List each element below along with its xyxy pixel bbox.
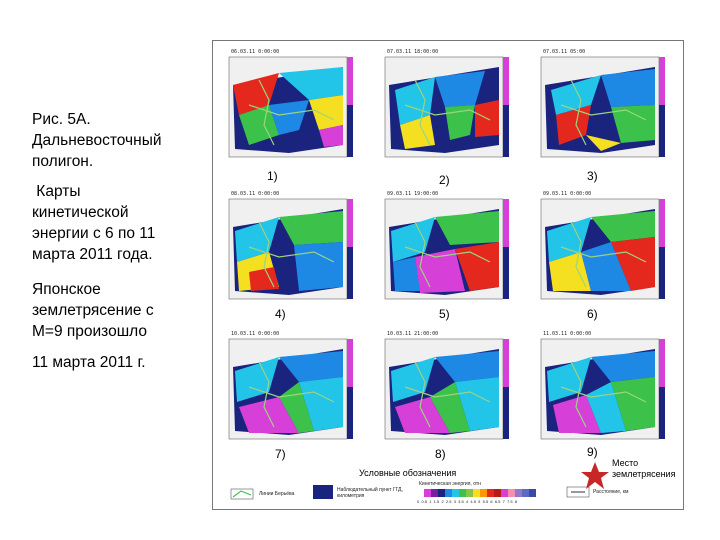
caption-line: марта 2011 года. bbox=[32, 246, 153, 263]
panel-date: 11.03.11 0:00:00 bbox=[543, 331, 591, 337]
panel-number: 1) bbox=[267, 169, 278, 183]
legend-observation-label: Наблюдательный пункт ГГД, километрия bbox=[337, 487, 403, 499]
legend-distance-label: Расстояние, км bbox=[593, 489, 629, 495]
map-panel: 07.03.11 05:00 3) bbox=[531, 45, 673, 183]
legend-title: Условные обозначения bbox=[359, 468, 457, 478]
panel-date: 07.03.11 18:00:00 bbox=[387, 49, 438, 55]
caption-line: 11 марта 2011 г. bbox=[32, 354, 146, 371]
caption-line: полигон. bbox=[32, 153, 94, 170]
caption-line: М=9 произошло bbox=[32, 323, 148, 340]
map-panel: 09.03.11 0:00:00 6) bbox=[531, 187, 673, 321]
energy-map-8: 10.03.11 21:00:00 bbox=[384, 331, 509, 440]
panel-number: 9) bbox=[587, 445, 598, 459]
panel-number: 2) bbox=[439, 173, 450, 187]
caption-line: Рис. 5А. bbox=[32, 111, 91, 128]
energy-map-7: 10.03.11 0:00:00 bbox=[228, 331, 353, 440]
caption-line: землетрясение с bbox=[32, 302, 154, 319]
energy-map-1: 06.03.11 0:00:00 bbox=[228, 49, 353, 158]
panel-date: 10.03.11 21:00:00 bbox=[387, 331, 438, 337]
caption-line: Японское bbox=[32, 281, 101, 298]
panel-date: 10.03.11 0:00:00 bbox=[231, 331, 279, 337]
map-panel: 08.03.11 0:00:00 4) bbox=[219, 187, 361, 321]
star-icon bbox=[581, 462, 609, 489]
panel-date: 09.03.11 19:00:00 bbox=[387, 191, 438, 197]
panel-number: 6) bbox=[587, 307, 598, 321]
panel-number: 7) bbox=[275, 447, 286, 461]
earthquake-label-line1: Место bbox=[612, 458, 639, 468]
caption-text: Карты кинетической энергии с 6 по 11 мар… bbox=[32, 181, 155, 265]
energy-map-6: 09.03.11 0:00:00 bbox=[540, 191, 665, 300]
panel-number: 3) bbox=[587, 169, 598, 183]
map-panel: 07.03.11 18:00:00 2) bbox=[375, 45, 517, 187]
energy-map-5: 09.03.11 19:00:00 bbox=[384, 191, 509, 300]
map-panel: 11.03.11 0:00:00 9) bbox=[531, 327, 673, 459]
caption-text: Японское землетрясение с М=9 произошло bbox=[32, 279, 154, 342]
panel-date: 09.03.11 0:00:00 bbox=[543, 191, 591, 197]
panel-date: 06.03.11 0:00:00 bbox=[231, 49, 279, 55]
caption-text: Рис. 5А. Дальневосточный полигон. bbox=[32, 109, 162, 172]
caption-line: кинетической bbox=[32, 204, 129, 221]
panel-number: 8) bbox=[435, 447, 446, 461]
map-figure: 06.03.11 0:00:00 1) 07.03.11 18:00:00 bbox=[212, 40, 684, 510]
legend-scale-ticks: 0 0.5 1 1.5 2 2.5 3 3.5 4 4.5 5 5.5 6 6.… bbox=[417, 499, 518, 504]
caption-text: 11 марта 2011 г. bbox=[32, 352, 146, 373]
panel-number: 4) bbox=[275, 307, 286, 321]
energy-map-3: 07.03.11 05:00 bbox=[540, 49, 665, 158]
legend-fault-label: Линии Берьёва bbox=[259, 491, 295, 497]
legend-graphics bbox=[230, 485, 590, 500]
energy-map-2: 07.03.11 18:00:00 bbox=[384, 49, 509, 158]
panel-number: 5) bbox=[439, 307, 450, 321]
map-panel: 10.03.11 0:00:00 7) bbox=[219, 327, 361, 461]
caption-line: Карты bbox=[32, 183, 81, 200]
earthquake-label: Место землетрясения bbox=[612, 458, 675, 480]
energy-color-scale bbox=[417, 489, 536, 497]
energy-map-4: 08.03.11 0:00:00 bbox=[228, 191, 353, 300]
caption-line: Дальневосточный bbox=[32, 132, 162, 149]
map-panel: 06.03.11 0:00:00 1) bbox=[219, 45, 361, 183]
map-panel: 10.03.11 21:00:00 8) bbox=[375, 327, 517, 461]
map-panel: 09.03.11 19:00:00 5) bbox=[375, 187, 517, 321]
legend-scale-title: Кинетическая энергия, отн bbox=[419, 481, 481, 487]
earthquake-label-line2: землетрясения bbox=[612, 469, 676, 479]
panel-date: 08.03.11 0:00:00 bbox=[231, 191, 279, 197]
panel-date: 07.03.11 05:00 bbox=[543, 49, 585, 55]
energy-map-9: 11.03.11 0:00:00 bbox=[540, 331, 665, 440]
caption-line: энергии с 6 по 11 bbox=[32, 225, 156, 242]
